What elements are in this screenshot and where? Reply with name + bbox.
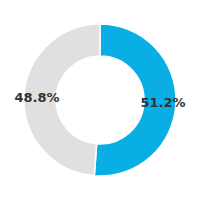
svg-text:48.8%: 48.8% [14, 90, 59, 105]
svg-text:51.2%: 51.2% [140, 95, 185, 110]
